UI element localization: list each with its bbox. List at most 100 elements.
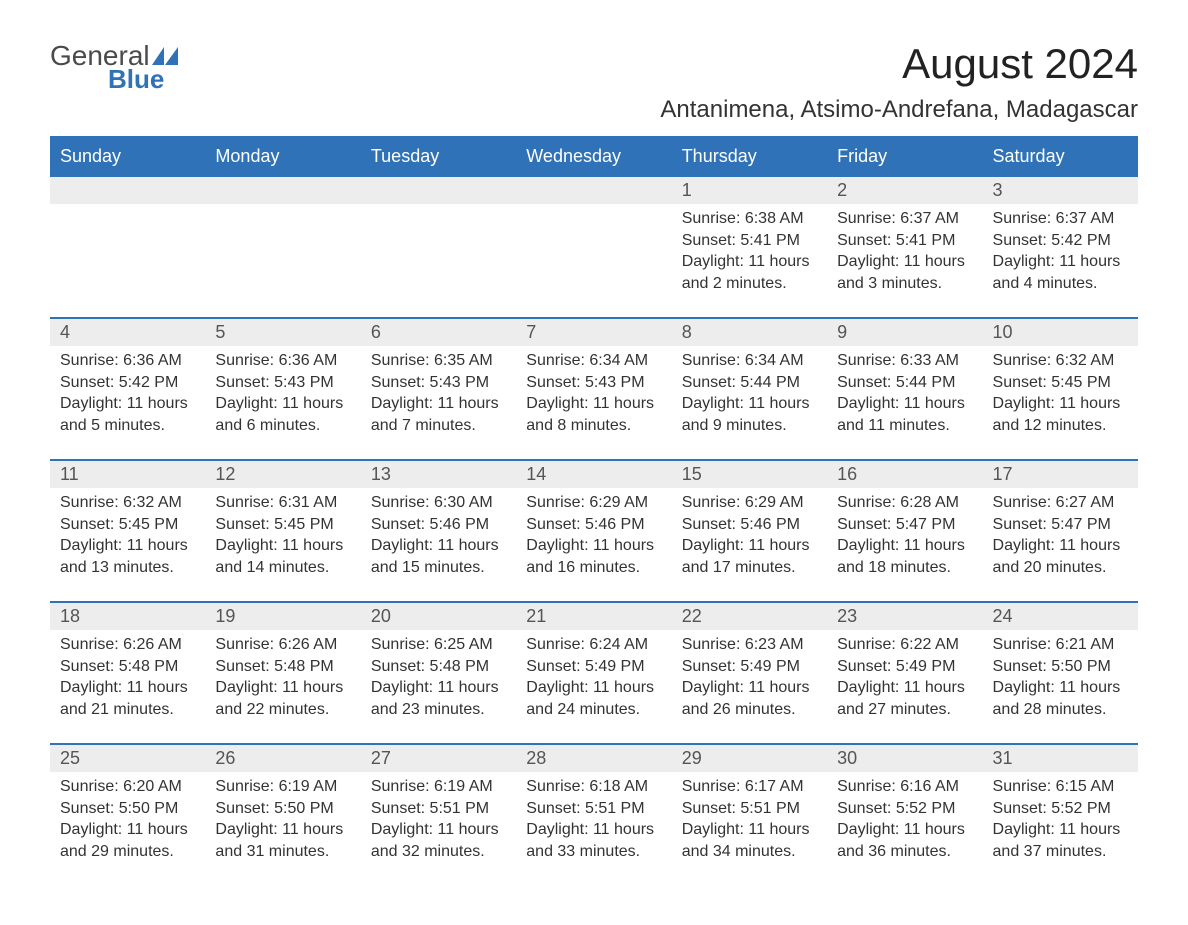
day-cell: 7Sunrise: 6:34 AMSunset: 5:43 PMDaylight… xyxy=(516,317,671,459)
weekday-header: Tuesday xyxy=(361,137,516,175)
daylight-text: Daylight: 11 hours and 26 minutes. xyxy=(682,677,817,720)
day-number: 28 xyxy=(516,743,671,772)
sunset-text: Sunset: 5:47 PM xyxy=(837,514,972,536)
day-body xyxy=(361,204,516,222)
day-number: 22 xyxy=(672,601,827,630)
day-number xyxy=(205,175,360,204)
day-number: 19 xyxy=(205,601,360,630)
day-cell: 31Sunrise: 6:15 AMSunset: 5:52 PMDayligh… xyxy=(983,743,1138,885)
week-row: 1Sunrise: 6:38 AMSunset: 5:41 PMDaylight… xyxy=(50,175,1138,317)
day-cell: 12Sunrise: 6:31 AMSunset: 5:45 PMDayligh… xyxy=(205,459,360,601)
sunrise-text: Sunrise: 6:32 AM xyxy=(60,492,195,514)
header: General Blue August 2024 Antanimena, Ats… xyxy=(50,40,1138,124)
day-cell: 8Sunrise: 6:34 AMSunset: 5:44 PMDaylight… xyxy=(672,317,827,459)
day-body: Sunrise: 6:29 AMSunset: 5:46 PMDaylight:… xyxy=(516,488,671,592)
sunrise-text: Sunrise: 6:24 AM xyxy=(526,634,661,656)
day-cell: 18Sunrise: 6:26 AMSunset: 5:48 PMDayligh… xyxy=(50,601,205,743)
day-cell: 25Sunrise: 6:20 AMSunset: 5:50 PMDayligh… xyxy=(50,743,205,885)
day-number: 18 xyxy=(50,601,205,630)
day-cell: 19Sunrise: 6:26 AMSunset: 5:48 PMDayligh… xyxy=(205,601,360,743)
day-number: 30 xyxy=(827,743,982,772)
day-body: Sunrise: 6:35 AMSunset: 5:43 PMDaylight:… xyxy=(361,346,516,450)
day-number: 14 xyxy=(516,459,671,488)
sunrise-text: Sunrise: 6:23 AM xyxy=(682,634,817,656)
sunrise-text: Sunrise: 6:28 AM xyxy=(837,492,972,514)
day-number: 5 xyxy=(205,317,360,346)
day-number: 15 xyxy=(672,459,827,488)
day-number: 1 xyxy=(672,175,827,204)
daylight-text: Daylight: 11 hours and 27 minutes. xyxy=(837,677,972,720)
day-body: Sunrise: 6:32 AMSunset: 5:45 PMDaylight:… xyxy=(983,346,1138,450)
daylight-text: Daylight: 11 hours and 11 minutes. xyxy=(837,393,972,436)
day-number: 23 xyxy=(827,601,982,630)
sunset-text: Sunset: 5:50 PM xyxy=(215,798,350,820)
sunset-text: Sunset: 5:50 PM xyxy=(60,798,195,820)
day-body: Sunrise: 6:18 AMSunset: 5:51 PMDaylight:… xyxy=(516,772,671,876)
sunrise-text: Sunrise: 6:17 AM xyxy=(682,776,817,798)
daylight-text: Daylight: 11 hours and 29 minutes. xyxy=(60,819,195,862)
sunrise-text: Sunrise: 6:16 AM xyxy=(837,776,972,798)
sunrise-text: Sunrise: 6:30 AM xyxy=(371,492,506,514)
day-cell: 28Sunrise: 6:18 AMSunset: 5:51 PMDayligh… xyxy=(516,743,671,885)
daylight-text: Daylight: 11 hours and 34 minutes. xyxy=(682,819,817,862)
day-body: Sunrise: 6:27 AMSunset: 5:47 PMDaylight:… xyxy=(983,488,1138,592)
day-cell: 22Sunrise: 6:23 AMSunset: 5:49 PMDayligh… xyxy=(672,601,827,743)
weekday-header: Wednesday xyxy=(516,137,671,175)
day-body: Sunrise: 6:36 AMSunset: 5:42 PMDaylight:… xyxy=(50,346,205,450)
day-cell: 23Sunrise: 6:22 AMSunset: 5:49 PMDayligh… xyxy=(827,601,982,743)
day-number: 24 xyxy=(983,601,1138,630)
day-cell: 30 Sunrise: 6:16 AMSunset: 5:52 PMDayligh… xyxy=(827,743,982,885)
sunset-text: Sunset: 5:50 PM xyxy=(993,656,1128,678)
day-number: 11 xyxy=(50,459,205,488)
day-body: Sunrise: 6:33 AMSunset: 5:44 PMDaylight:… xyxy=(827,346,982,450)
daylight-text: Daylight: 11 hours and 36 minutes. xyxy=(837,819,972,862)
day-cell xyxy=(361,175,516,317)
day-number: 27 xyxy=(361,743,516,772)
sunset-text: Sunset: 5:45 PM xyxy=(215,514,350,536)
daylight-text: Daylight: 11 hours and 7 minutes. xyxy=(371,393,506,436)
daylight-text: Daylight: 11 hours and 15 minutes. xyxy=(371,535,506,578)
day-body: Sunrise: 6:21 AMSunset: 5:50 PMDaylight:… xyxy=(983,630,1138,734)
day-body: Sunrise: 6:29 AMSunset: 5:46 PMDaylight:… xyxy=(672,488,827,592)
daylight-text: Daylight: 11 hours and 3 minutes. xyxy=(837,251,972,294)
day-body: Sunrise: 6:19 AMSunset: 5:50 PMDaylight:… xyxy=(205,772,360,876)
day-number xyxy=(50,175,205,204)
day-number: 9 xyxy=(827,317,982,346)
sunrise-text: Sunrise: 6:27 AM xyxy=(993,492,1128,514)
daylight-text: Daylight: 11 hours and 21 minutes. xyxy=(60,677,195,720)
day-body: Sunrise: 6:25 AMSunset: 5:48 PMDaylight:… xyxy=(361,630,516,734)
sunset-text: Sunset: 5:41 PM xyxy=(682,230,817,252)
day-number: 6 xyxy=(361,317,516,346)
sunrise-text: Sunrise: 6:22 AM xyxy=(837,634,972,656)
day-cell: 20Sunrise: 6:25 AMSunset: 5:48 PMDayligh… xyxy=(361,601,516,743)
sunrise-text: Sunrise: 6:37 AM xyxy=(837,208,972,230)
day-body: Sunrise: 6:38 AMSunset: 5:41 PMDaylight:… xyxy=(672,204,827,308)
sunset-text: Sunset: 5:48 PM xyxy=(60,656,195,678)
day-body: Sunrise: 6:17 AMSunset: 5:51 PMDaylight:… xyxy=(672,772,827,876)
day-body: Sunrise: 6:32 AMSunset: 5:45 PMDaylight:… xyxy=(50,488,205,592)
daylight-text: Daylight: 11 hours and 32 minutes. xyxy=(371,819,506,862)
location-subtitle: Antanimena, Atsimo-Andrefana, Madagascar xyxy=(660,96,1138,124)
weekday-header: Friday xyxy=(827,137,982,175)
sunset-text: Sunset: 5:46 PM xyxy=(371,514,506,536)
day-body: Sunrise: 6:36 AMSunset: 5:43 PMDaylight:… xyxy=(205,346,360,450)
sunset-text: Sunset: 5:52 PM xyxy=(837,798,972,820)
daylight-text: Daylight: 11 hours and 22 minutes. xyxy=(215,677,350,720)
daylight-text: Daylight: 11 hours and 4 minutes. xyxy=(993,251,1128,294)
sunrise-text: Sunrise: 6:34 AM xyxy=(682,350,817,372)
day-number: 17 xyxy=(983,459,1138,488)
day-body: Sunrise: 6:37 AMSunset: 5:42 PMDaylight:… xyxy=(983,204,1138,308)
day-cell xyxy=(50,175,205,317)
week-row: 25Sunrise: 6:20 AMSunset: 5:50 PMDayligh… xyxy=(50,743,1138,885)
day-body: Sunrise: 6:22 AMSunset: 5:49 PMDaylight:… xyxy=(827,630,982,734)
day-body: Sunrise: 6:26 AMSunset: 5:48 PMDaylight:… xyxy=(50,630,205,734)
flag-icon xyxy=(152,47,178,65)
calendar-head: SundayMondayTuesdayWednesdayThursdayFrid… xyxy=(50,137,1138,175)
day-body xyxy=(205,204,360,222)
day-cell: 3Sunrise: 6:37 AMSunset: 5:42 PMDaylight… xyxy=(983,175,1138,317)
sunset-text: Sunset: 5:46 PM xyxy=(682,514,817,536)
day-body: Sunrise: 6:37 AMSunset: 5:41 PMDaylight:… xyxy=(827,204,982,308)
day-cell: 11Sunrise: 6:32 AMSunset: 5:45 PMDayligh… xyxy=(50,459,205,601)
calendar-table: SundayMondayTuesdayWednesdayThursdayFrid… xyxy=(50,136,1138,885)
daylight-text: Daylight: 11 hours and 6 minutes. xyxy=(215,393,350,436)
